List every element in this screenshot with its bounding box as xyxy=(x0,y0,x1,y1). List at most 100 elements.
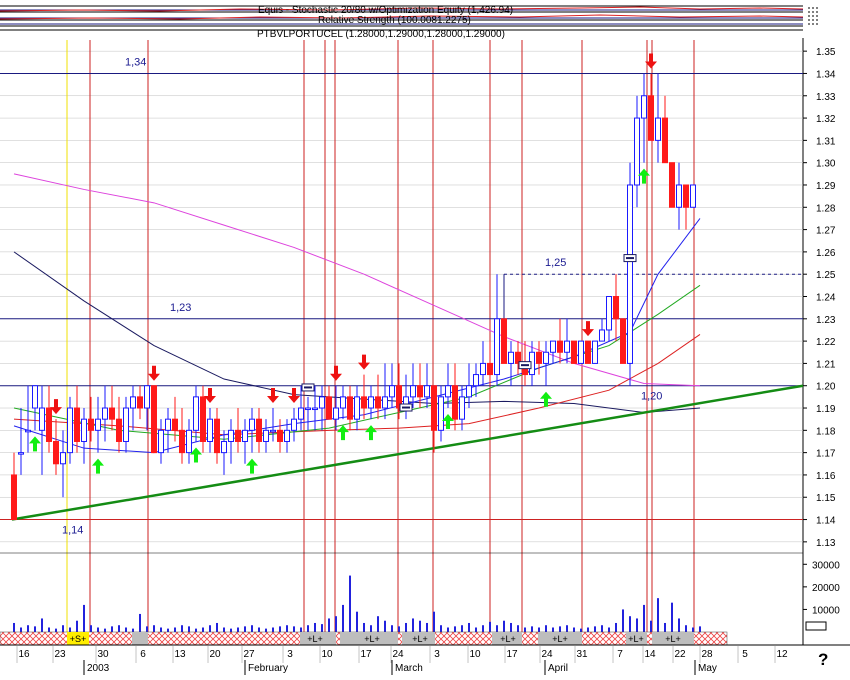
candle-body xyxy=(130,396,136,409)
level-label: 1,23 xyxy=(170,302,191,314)
buy-signal-arrow xyxy=(92,458,104,474)
candle-body xyxy=(676,184,682,208)
volume-axis-tick-label: 30000 xyxy=(812,560,840,571)
candle-body xyxy=(543,351,549,364)
candle-body xyxy=(340,396,346,409)
y-axis-tick-label: 1.16 xyxy=(816,471,836,482)
x-axis-day-label: 7 xyxy=(617,649,623,660)
trend-line xyxy=(11,384,804,521)
sell-signal-arrow xyxy=(267,388,279,404)
candle-body xyxy=(235,429,241,442)
x-axis-month-label: March xyxy=(395,663,423,674)
candle-body xyxy=(193,396,199,431)
candle-body xyxy=(648,95,654,141)
candle-body xyxy=(620,318,626,364)
candle-body xyxy=(172,418,178,431)
candle-body xyxy=(11,474,17,521)
position-label: +L+ xyxy=(364,634,380,644)
y-axis-tick-label: 1.33 xyxy=(816,92,836,103)
candle-body xyxy=(669,162,675,208)
candle-body xyxy=(396,385,402,409)
candle-body xyxy=(473,374,479,387)
y-axis-tick-label: 1.22 xyxy=(816,337,836,348)
candle-body xyxy=(536,351,542,364)
x-axis-day-label: 23 xyxy=(54,649,66,660)
security-title: PTBVLPORTUCEL (1.28000,1.29000,1.28000,1… xyxy=(257,29,505,40)
y-axis-tick-label: 1.21 xyxy=(816,359,836,370)
x-axis-day-label: 17 xyxy=(506,649,518,660)
level-label: 1,25 xyxy=(545,257,566,269)
candle-body xyxy=(564,340,570,353)
candle-body xyxy=(186,429,192,454)
candle-body xyxy=(347,396,353,420)
x-axis-day-label: 10 xyxy=(469,649,481,660)
x-axis-day-label: 12 xyxy=(776,649,788,660)
candle-body xyxy=(480,362,486,376)
sell-signal-arrow xyxy=(645,53,657,69)
position-label: +L+ xyxy=(628,634,644,644)
sell-signal-arrow xyxy=(330,365,342,381)
long-segment xyxy=(132,632,148,645)
candle-body xyxy=(74,407,80,442)
candle-body xyxy=(431,385,437,431)
candle-body xyxy=(256,418,262,442)
candle-body xyxy=(67,407,73,454)
sell-signal-arrow xyxy=(148,365,160,381)
candle-body xyxy=(494,318,500,376)
candle-body xyxy=(207,418,213,442)
indicator-title-equity: Equis - Stochastic 20/80 w/Optimization … xyxy=(258,5,513,16)
candle-body xyxy=(326,396,332,420)
candle-body xyxy=(599,329,605,342)
buy-signal-arrow xyxy=(442,414,454,430)
x-axis-day-label: 3 xyxy=(434,649,440,660)
buy-signal-arrow xyxy=(337,425,349,441)
candle-body xyxy=(662,117,668,164)
moving-average-line xyxy=(13,173,701,387)
position-label: +L+ xyxy=(412,634,428,644)
x-axis-day-label: 22 xyxy=(674,649,686,660)
position-label: +L+ xyxy=(665,634,681,644)
buy-signal-arrow xyxy=(246,458,258,474)
y-axis-tick-label: 1.13 xyxy=(816,538,836,549)
candle-body xyxy=(123,407,129,442)
x-axis-day-label: 10 xyxy=(321,649,333,660)
help-icon[interactable]: ? xyxy=(818,650,829,669)
y-axis-tick-label: 1.24 xyxy=(816,293,836,304)
volume-axis-tick-label: 10000 xyxy=(812,605,840,616)
candle-body xyxy=(39,407,45,431)
y-axis-tick-label: 1.30 xyxy=(816,159,836,170)
candle-body xyxy=(557,340,563,353)
buy-signal-arrow xyxy=(540,391,552,407)
y-axis-tick-label: 1.35 xyxy=(816,47,836,58)
candle-body xyxy=(228,429,234,442)
candle-body xyxy=(25,429,31,433)
x-axis-day-label: 6 xyxy=(140,649,146,660)
y-axis-tick-label: 1.32 xyxy=(816,114,836,125)
indicator-title-relative-strength: Relative Strength (100.0081.2275) xyxy=(318,15,471,26)
candle-body xyxy=(277,429,283,442)
long-segment xyxy=(340,632,398,645)
level-label: 1,14 xyxy=(62,525,83,537)
position-label: +L+ xyxy=(500,634,516,644)
volume-axis-tick-label: 20000 xyxy=(812,583,840,594)
candle-body xyxy=(298,407,304,420)
candle-body xyxy=(32,385,38,409)
candle-body xyxy=(81,418,87,442)
candle-body xyxy=(18,452,24,455)
candle-body xyxy=(501,318,507,364)
candle-body xyxy=(144,385,150,409)
candle-body xyxy=(410,385,416,398)
x-axis-day-label: 13 xyxy=(174,649,186,660)
candle-body xyxy=(613,296,619,320)
candle-body xyxy=(375,396,381,409)
long-segment xyxy=(300,632,336,645)
y-axis-tick-label: 1.31 xyxy=(816,136,836,147)
candle-body xyxy=(109,407,115,420)
x-axis-day-label: 14 xyxy=(644,649,656,660)
x-axis-month-label: February xyxy=(248,663,288,674)
candle-body xyxy=(487,362,493,376)
y-axis-tick-label: 1.28 xyxy=(816,203,836,214)
